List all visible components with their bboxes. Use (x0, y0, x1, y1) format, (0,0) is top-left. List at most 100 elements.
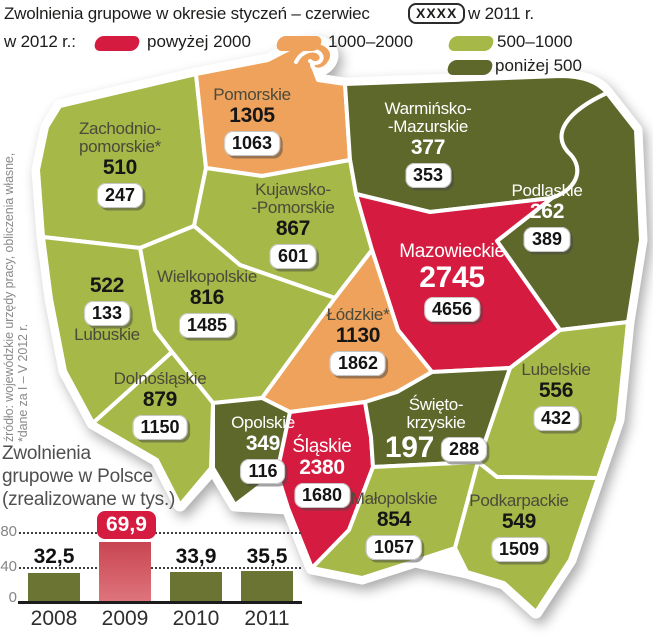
region-value-2012: 377 (410, 136, 446, 159)
region-name: Dolnośląskie (113, 369, 207, 388)
region-value-2011-badge: 133 (83, 301, 131, 326)
region-label-mazowieckie: Mazowieckie 2745 4656 (399, 241, 505, 322)
y-axis-tick: 40 (0, 558, 17, 575)
region-label-kujawsko-pomorskie: Kujawsko- -Pomorskie 867 601 (252, 181, 335, 269)
region-label-pomorskie: Pomorskie 1305 1063 (213, 86, 291, 156)
region-name: Wielkopolskie (156, 267, 258, 286)
region-value-2012: 556 (538, 379, 574, 402)
region-value-2012: 854 (376, 508, 412, 531)
region-name: Mazowieckie (399, 241, 505, 262)
region-value-2012: 197 (384, 431, 435, 464)
bar-chart: Zwolnienia grupowe w Polsce (zrealizowan… (0, 440, 310, 640)
region-value-2012: 349 (245, 432, 281, 455)
region-label-slaskie: Śląskie 2380 1680 (292, 436, 352, 508)
region-label-zachodniopomorskie: Zachodnio-pomorskie* 510 247 (79, 120, 161, 208)
region-label-opolskie: Opolskie 349 116 (231, 414, 295, 484)
region-name: Opolskie (231, 413, 295, 432)
region-value-2012: 2380 (299, 456, 345, 479)
year-prefix: w 2012 r.: (4, 32, 76, 51)
value-badge-sample: XXXX (408, 3, 466, 24)
gridline-40 (19, 567, 301, 569)
region-name: Podkarpackie (469, 491, 569, 510)
region-value-2011-badge: 1063 (223, 131, 281, 156)
region-value-2012: 1130 (335, 324, 381, 347)
region-label-wielkopolskie: Wielkopolskie 816 1485 (157, 268, 257, 338)
x-axis-label: 2011 (244, 607, 290, 630)
x-axis-line (18, 601, 302, 604)
region-label-warminsko-mazurskie: Warmińsko- -Mazurskie 377 353 (384, 99, 472, 188)
region-value-2011-badge: 1057 (365, 535, 423, 560)
region-value-2012: 262 (529, 200, 565, 223)
region-value-2011-badge: 1862 (329, 351, 387, 376)
x-axis-label: 2010 (172, 607, 220, 630)
gridline-80 (19, 532, 301, 534)
legend-swatch-ponizej-500 (446, 60, 494, 75)
region-value-row: 197 288 (384, 431, 488, 464)
bar-2009 (99, 542, 151, 601)
region-value-2011-badge: 601 (269, 244, 317, 269)
region-label-lubuskie: 522 133 Lubuskie (74, 274, 140, 344)
legend-swatch-500-1000 (447, 36, 495, 51)
region-value-2011-badge: 1485 (178, 313, 236, 338)
bar-value-label-highlight: 69,9 (97, 511, 156, 539)
region-value-2011-badge: 4656 (423, 297, 481, 322)
bar-value-label: 32,5 (33, 545, 75, 568)
x-axis-label: 2008 (30, 607, 78, 630)
legend-swatch-1000-2000 (275, 36, 323, 51)
region-name: Łódzkie* (326, 305, 390, 324)
region-value-2012: 549 (501, 510, 537, 533)
coast-curl-icon (294, 48, 324, 66)
region-name: Pomorskie (213, 85, 291, 104)
region-value-2011-badge: 1509 (490, 537, 548, 562)
region-value-2012: 867 (275, 217, 311, 240)
region-value-2012: 1305 (229, 104, 275, 127)
chart-title: Zwolnienia grupowe w Polsce (zrealizowan… (2, 443, 176, 510)
region-value-2012: 816 (189, 286, 225, 309)
region-label-lodzkie: Łódzkie* 1130 1862 (327, 306, 390, 376)
region-name: Święto-krzyskie (406, 395, 466, 432)
legend-label: poniżej 500 (495, 56, 582, 75)
x-axis-label: 2009 (101, 607, 149, 630)
region-value-2011-badge: 247 (96, 183, 144, 208)
y-axis-tick: 80 (0, 523, 17, 540)
region-name: Zachodnio-pomorskie* (78, 119, 162, 156)
region-value-2011-badge: 288 (441, 437, 488, 462)
bar-2011 (241, 571, 293, 601)
region-value-2011-badge: 116 (240, 459, 286, 484)
region-value-2011-badge: 1150 (132, 415, 188, 440)
legend-label: 500–1000 (497, 32, 573, 51)
region-value-2011-badge: 389 (523, 227, 571, 252)
region-name: Lubelskie (521, 360, 591, 379)
bar-2010 (170, 572, 222, 601)
region-value-2011-badge: 432 (532, 406, 580, 431)
region-label-podlaskie: Podlaskie 262 389 (511, 181, 583, 252)
region-value-2011-badge: 1680 (293, 483, 351, 508)
bar-2008 (28, 573, 80, 601)
legend-label: 1000–2000 (328, 32, 414, 51)
y-axis-tick: 0 (8, 589, 17, 606)
source-note-line2: *dane za I – V 2012 r. (15, 323, 30, 442)
region-value-2012: 510 (102, 156, 138, 179)
region-name: Kujawsko- -Pomorskie (251, 180, 335, 217)
region-label-swietokrzyskie: Święto-krzyskie 197 288 (384, 395, 488, 464)
region-label-dolnoslaskie: Dolnośląskie 879 1150 (114, 370, 207, 440)
region-value-2012: 2745 (419, 261, 485, 294)
region-label-podkarpackie: Podkarpackie 549 1509 (469, 491, 569, 562)
region-name: Podlaskie (511, 181, 583, 200)
region-name: Małopolskie (350, 489, 438, 508)
page-title: Zwolnienia grupowe w okresie styczeń – c… (4, 4, 370, 23)
region-value-2012: 879 (142, 388, 178, 411)
badge-caption: w 2011 r. (468, 4, 534, 23)
region-name: Śląskie (292, 436, 352, 457)
bar-value-label: 35,5 (246, 545, 288, 568)
region-value-2011-badge: 353 (404, 163, 452, 188)
region-value-2012: 522 (89, 274, 125, 297)
region-label-lubelskie: Lubelskie 556 432 (521, 360, 591, 431)
bar-value-label: 33,9 (175, 545, 217, 568)
source-note: źródło: wojewódzkie urzędy pracy, oblicz… (2, 60, 30, 442)
legend-label: powyżej 2000 (147, 32, 251, 51)
region-label-malopolskie: Małopolskie 854 1057 (350, 489, 438, 560)
region-name: Warmińsko- -Mazurskie (384, 99, 472, 136)
source-note-line1: źródło: wojewódzkie urzędy pracy, oblicz… (2, 152, 16, 442)
